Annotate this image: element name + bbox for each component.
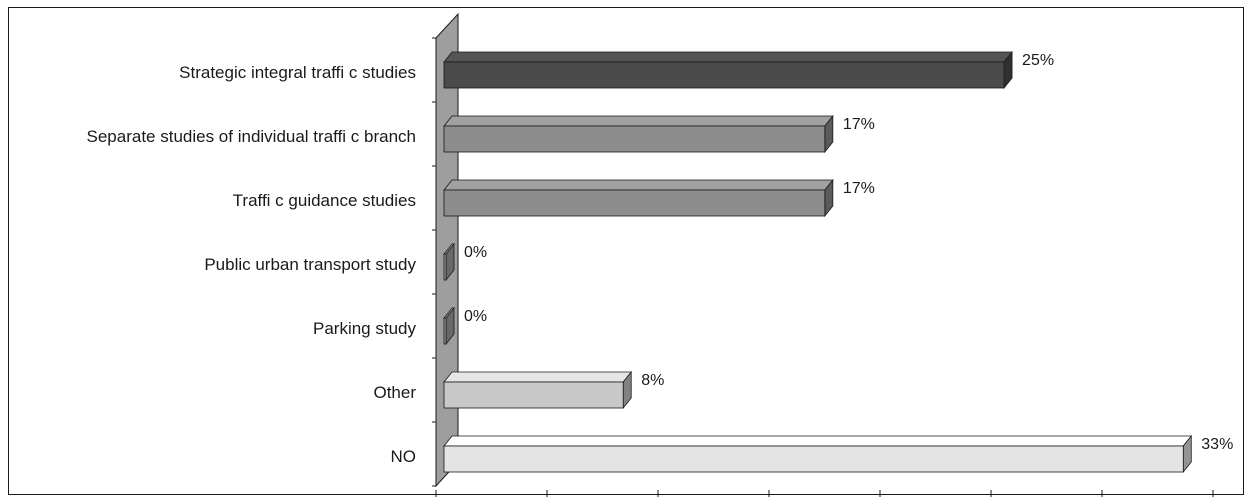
bar-top-face	[443, 371, 633, 383]
category-label: NO	[391, 447, 417, 466]
bar	[443, 434, 1193, 474]
data-label: 8%	[641, 372, 664, 389]
category-label: Public urban transport study	[204, 255, 416, 274]
bar-front-face	[443, 317, 447, 345]
bar-series	[443, 50, 1193, 474]
category-label: Traffi c guidance studies	[233, 191, 416, 210]
bar	[443, 114, 834, 154]
bar-top-face	[443, 435, 1193, 447]
chart-labels: Strategic integral traffi c studies 25% Se…	[87, 52, 1234, 466]
data-label: 0%	[464, 244, 487, 261]
data-label: 17%	[843, 116, 875, 133]
bar-front-face	[443, 189, 826, 217]
data-label: 17%	[843, 180, 875, 197]
bar-top-face	[443, 115, 834, 127]
bar	[443, 50, 1013, 90]
category-label: Strategic integral traffi c studies	[179, 63, 416, 82]
bar-front-face	[443, 445, 1184, 473]
bar-front-face	[443, 381, 624, 409]
bar-top-face	[443, 51, 1013, 63]
bar-front-face	[443, 61, 1005, 89]
data-label: 0%	[464, 308, 487, 325]
bar-front-face	[443, 125, 826, 153]
data-label: 33%	[1201, 436, 1233, 453]
chart-axes	[432, 37, 1214, 497]
data-label: 25%	[1022, 52, 1054, 69]
category-label: Parking study	[313, 319, 416, 338]
bar	[443, 242, 455, 282]
bar	[443, 178, 834, 218]
bar-top-face	[443, 179, 834, 191]
bar-front-face	[443, 253, 447, 281]
bar	[443, 306, 455, 346]
category-label: Separate studies of individual traffi c …	[87, 127, 417, 146]
bar	[443, 370, 633, 410]
category-label: Other	[373, 383, 416, 402]
